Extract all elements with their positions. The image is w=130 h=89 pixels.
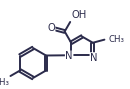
Text: CH₃: CH₃ [0,78,9,87]
Text: N: N [90,53,98,63]
Text: OH: OH [71,11,86,20]
Text: CH₃: CH₃ [108,35,124,44]
Text: O: O [47,23,55,33]
Text: N: N [65,51,73,61]
